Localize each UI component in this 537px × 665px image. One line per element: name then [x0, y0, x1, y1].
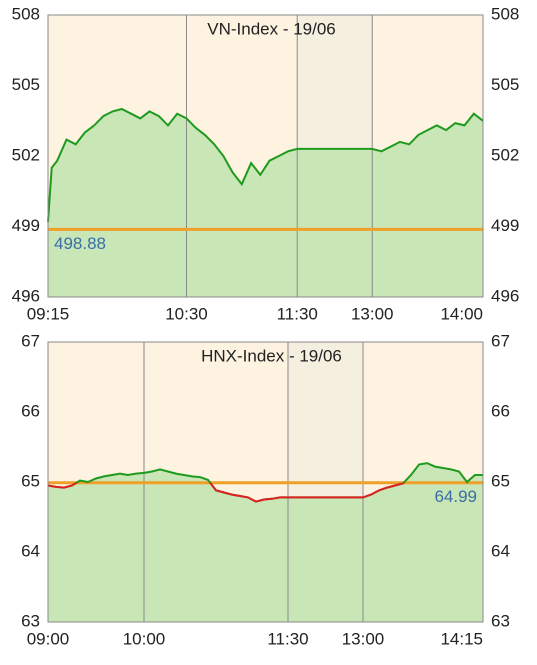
- y-tick-label: 67: [21, 331, 40, 350]
- x-tick-label: 09:15: [27, 304, 70, 323]
- y-tick-label: 508: [12, 4, 40, 23]
- y2-tick-label: 508: [491, 4, 519, 23]
- chart-title: HNX-Index - 19/06: [201, 346, 342, 365]
- x-tick-label: 13:00: [351, 304, 394, 323]
- y-tick-label: 502: [12, 145, 40, 164]
- x-tick-label: 14:15: [440, 629, 483, 648]
- y-tick-label: 65: [21, 471, 40, 490]
- reference-label: 498.88: [54, 234, 106, 253]
- y2-tick-label: 496: [491, 286, 519, 305]
- x-tick-label: 14:00: [440, 304, 483, 323]
- y-tick-label: 63: [21, 611, 40, 630]
- chart: 09:00 10:00 11:30 13:00 14:15 64.99 63 63 64 64 65…: [21, 331, 510, 648]
- area: [48, 109, 483, 297]
- y2-tick-label: 64: [491, 541, 510, 560]
- y2-tick-label: 505: [491, 75, 519, 94]
- x-tick-label: 13:00: [342, 629, 385, 648]
- x-tick-label: 11:30: [267, 629, 308, 648]
- chart: 09:15 10:30 11:30 13:00 14:00 498.88 496 496 499…: [12, 4, 520, 323]
- y2-tick-label: 66: [491, 401, 510, 420]
- x-tick-label: 09:00: [27, 629, 70, 648]
- plot-frame: [47, 14, 484, 298]
- area: [48, 463, 483, 622]
- x-tick-label: 11:30: [277, 304, 318, 323]
- x-tick-label: 10:00: [123, 629, 166, 648]
- y-tick-label: 64: [21, 541, 40, 560]
- y2-tick-label: 67: [491, 331, 510, 350]
- x-tick-label: 10:30: [165, 304, 208, 323]
- chart-title: VN-Index - 19/06: [207, 19, 336, 38]
- y-tick-label: 499: [12, 216, 40, 235]
- y-tick-label: 496: [12, 286, 40, 305]
- line-below-reference: [48, 482, 468, 503]
- y2-tick-label: 65: [491, 471, 510, 490]
- y2-tick-label: 499: [491, 216, 519, 235]
- reference-label: 64.99: [434, 487, 477, 506]
- y2-tick-label: 502: [491, 145, 519, 164]
- plot-frame: [47, 341, 484, 623]
- y-tick-label: 66: [21, 401, 40, 420]
- y2-tick-label: 63: [491, 611, 510, 630]
- line: [47, 107, 484, 222]
- y-tick-label: 505: [12, 75, 40, 94]
